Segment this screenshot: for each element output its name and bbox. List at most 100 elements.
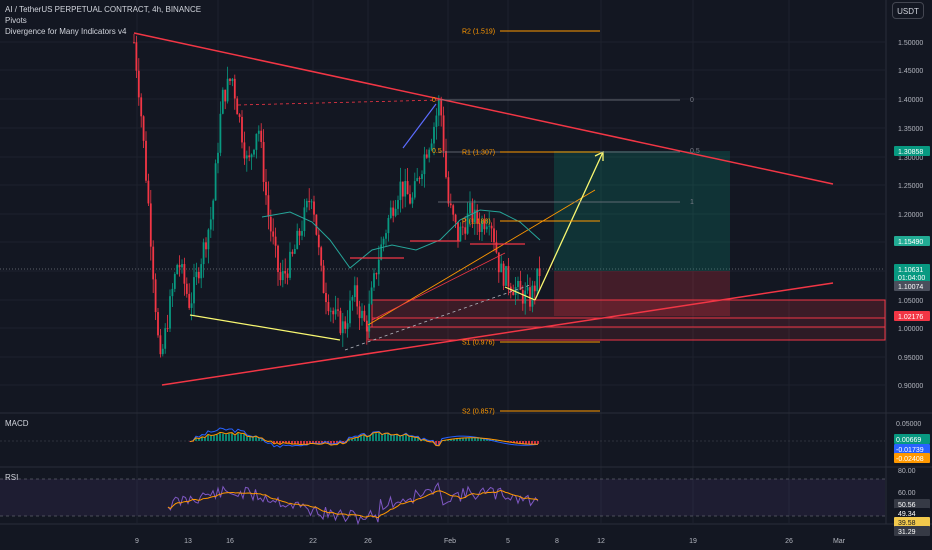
candle-body — [200, 264, 203, 279]
candle-body — [416, 178, 419, 182]
macd-histogram-bar — [492, 439, 494, 441]
pivot-label: P (1.188) — [462, 219, 491, 226]
demand-box — [371, 299, 886, 319]
indicator-pivots-label[interactable]: Pivots — [5, 16, 27, 25]
macd-histogram-bar — [447, 439, 449, 441]
candle-body — [507, 266, 510, 287]
candle-body — [291, 251, 294, 254]
candle-body — [488, 225, 491, 227]
macd-histogram-bar — [234, 435, 236, 441]
candle-body — [406, 181, 409, 195]
candle-body — [454, 214, 457, 223]
candle-body — [380, 244, 383, 260]
macd-histogram-bar — [339, 441, 341, 443]
rsi-badge — [894, 508, 930, 518]
candle-body — [224, 89, 227, 102]
candle-body — [394, 208, 397, 216]
time-axis: 9 13 16 22 26 Feb 5 8 12 19 26 Mar — [135, 538, 846, 545]
candle-body — [377, 259, 380, 275]
rsi-ma-line — [167, 490, 539, 519]
macd-histogram-bar — [228, 433, 230, 441]
divergence-line — [504, 286, 536, 301]
candle-body — [418, 178, 421, 179]
macd-histogram-bar — [411, 436, 413, 441]
macd-histogram-bar — [222, 433, 224, 441]
pivot-levels: R2 (1.519) R1 (1.307) P (1.188) S1 (0.976) S… — [462, 29, 600, 416]
rsi-band — [0, 479, 885, 516]
candle-body — [296, 230, 299, 249]
macd-histogram-bar — [375, 433, 377, 441]
candle-body — [327, 302, 330, 312]
candle-body — [281, 271, 284, 281]
candle-body — [217, 152, 219, 164]
fib-diagonal — [344, 284, 531, 351]
price-tick: 1.40000 — [898, 97, 923, 104]
candle-body — [337, 309, 339, 311]
candle-body — [212, 200, 215, 220]
candle-body — [493, 228, 495, 243]
candle-body — [413, 181, 416, 198]
macd-pane — [0, 427, 885, 448]
candle-body — [233, 78, 236, 99]
candle-body — [171, 288, 174, 297]
macd-histogram-bar — [336, 441, 338, 445]
candle-body — [243, 142, 246, 159]
candle-body — [142, 116, 145, 141]
candle-body — [284, 271, 287, 274]
macd-histogram-bar — [309, 441, 311, 444]
candle-body — [469, 202, 471, 214]
candle-body — [190, 303, 193, 308]
candles — [133, 33, 541, 358]
candle-body — [392, 207, 395, 216]
price-badge — [894, 236, 930, 246]
candle-body — [305, 200, 308, 208]
macd-histogram-bar — [204, 437, 206, 441]
symbol-title[interactable]: AI / TetherUS PERPETUAL CONTRACT, 4h, BI… — [5, 5, 202, 14]
pivot-label: R2 (1.519) — [462, 29, 495, 36]
candle-body — [231, 78, 234, 82]
macd-histogram-bar — [315, 441, 317, 444]
candle-body — [437, 100, 440, 116]
candle-body — [250, 154, 253, 158]
price-badge — [894, 264, 930, 274]
candle-body — [226, 78, 229, 102]
price-badge-text: 1.10631 — [898, 267, 923, 274]
macd-histogram-bar — [480, 438, 482, 441]
candle-body — [505, 266, 507, 286]
candle-body — [397, 200, 399, 209]
candle-body — [135, 42, 138, 71]
indicator-divergence-label[interactable]: Divergence for Many Indicators v4 — [5, 27, 127, 36]
candle-body — [183, 264, 186, 284]
macd-histogram-bar — [510, 441, 512, 443]
macd-histogram-bar — [483, 438, 485, 441]
candle-body — [320, 247, 323, 266]
rsi-badge — [894, 499, 930, 509]
candle-body — [253, 149, 255, 155]
price-badge-text: 1.30858 — [898, 149, 923, 156]
candle-body — [332, 310, 335, 315]
currency-button[interactable]: USDT — [892, 2, 924, 19]
candle-body — [517, 280, 519, 288]
macd-histogram-bar — [216, 434, 218, 441]
dashed-line — [237, 99, 441, 106]
candle-body — [137, 70, 140, 98]
candle-body — [265, 181, 267, 196]
macd-badge-text: -0.02408 — [896, 456, 924, 463]
macd-histogram-bar — [294, 441, 296, 444]
macd-histogram-bar — [384, 434, 386, 441]
macd-histogram-bar — [297, 441, 299, 444]
candle-body — [476, 209, 479, 224]
macd-label: MACD — [5, 419, 29, 428]
channel-line — [367, 189, 596, 326]
macd-histogram-bar — [249, 437, 251, 441]
candle-body — [152, 246, 155, 280]
macd-histogram-bar — [522, 441, 524, 444]
price-tick: 1.25000 — [898, 183, 923, 190]
macd-histogram-bar — [423, 439, 425, 441]
pivot-label: S1 (0.976) — [462, 340, 495, 347]
candle-body — [425, 154, 428, 158]
candle-body — [365, 320, 368, 332]
macd-histogram-bar — [477, 438, 479, 441]
candle-body — [430, 143, 433, 150]
